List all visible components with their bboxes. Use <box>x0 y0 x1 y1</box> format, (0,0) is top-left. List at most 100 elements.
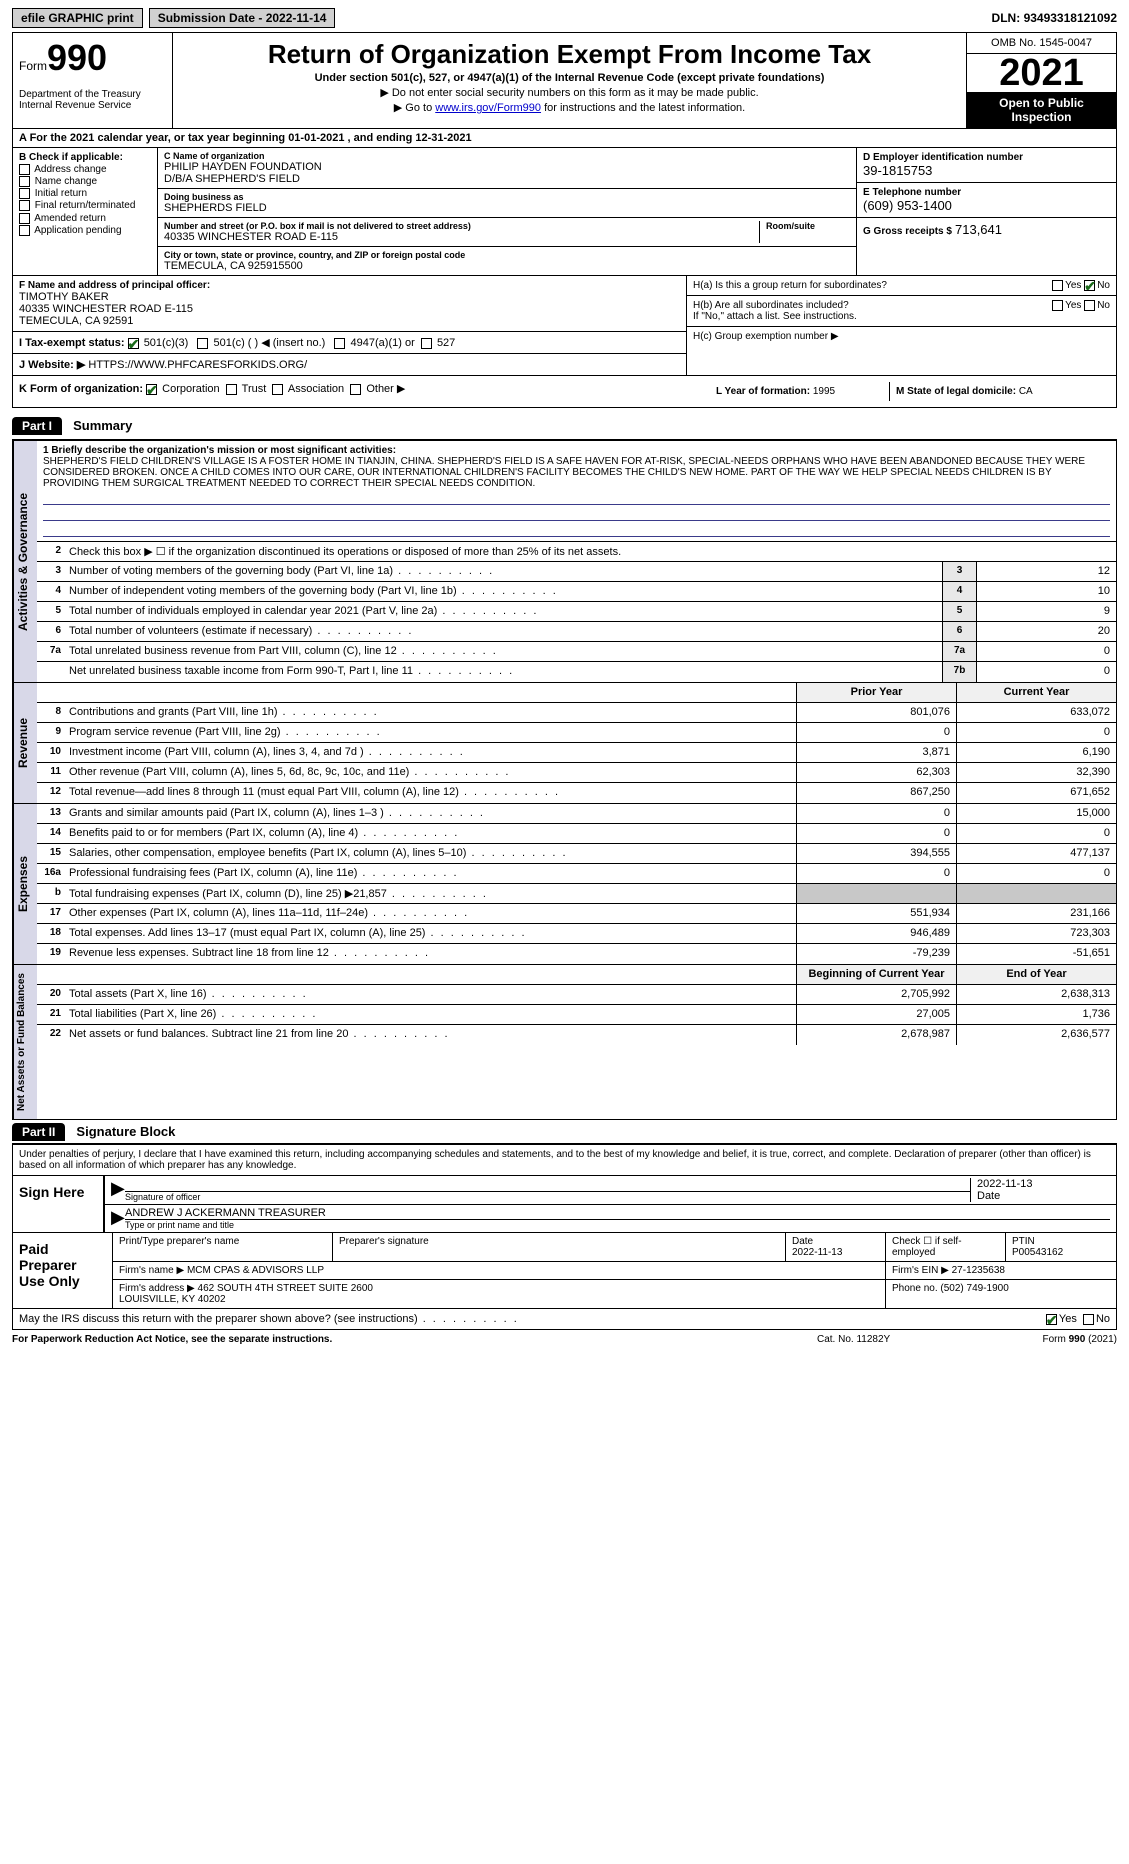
checkbox-discuss-yes[interactable] <box>1046 1314 1057 1325</box>
line-num: 22 <box>37 1025 65 1045</box>
checkbox-trust[interactable] <box>226 384 237 395</box>
line-num: 21 <box>37 1005 65 1024</box>
checkbox-association[interactable] <box>272 384 283 395</box>
officer-name: TIMOTHY BAKER <box>19 291 680 303</box>
table-row: 16a Professional fundraising fees (Part … <box>37 864 1116 884</box>
current-year-value: 0 <box>956 864 1116 883</box>
mission-block: 1 Briefly describe the organization's mi… <box>37 441 1116 542</box>
form-subtitle: Under section 501(c), 527, or 4947(a)(1)… <box>179 72 960 84</box>
current-year-value: 0 <box>956 723 1116 742</box>
checkbox-501c[interactable] <box>197 338 208 349</box>
line-desc: Total number of volunteers (estimate if … <box>65 622 942 641</box>
mission-label: 1 Briefly describe the organization's mi… <box>43 445 1110 456</box>
sig-name: ANDREW J ACKERMANN TREASURER <box>125 1207 1110 1220</box>
prior-year-value: 0 <box>796 824 956 843</box>
city-label: City or town, state or province, country… <box>164 250 850 260</box>
prep-name-label: Print/Type preparer's name <box>113 1233 333 1261</box>
checkbox-discuss-no[interactable] <box>1083 1314 1094 1325</box>
line-desc: Total liabilities (Part X, line 26) <box>65 1005 796 1024</box>
checkbox-final-return[interactable] <box>19 200 30 211</box>
line-desc: Total assets (Part X, line 16) <box>65 985 796 1004</box>
part1-header: Part I <box>12 417 62 435</box>
current-year-value: 477,137 <box>956 844 1116 863</box>
line-num: b <box>37 884 65 903</box>
goto-post: for instructions and the latest informat… <box>541 102 745 114</box>
street-value: 40335 WINCHESTER ROAD E-115 <box>164 231 753 243</box>
line2-discontinued: Check this box ▶ ☐ if the organization d… <box>65 542 1116 561</box>
line-num: 17 <box>37 904 65 923</box>
checkbox-application-pending[interactable] <box>19 225 30 236</box>
label-initial-return: Initial return <box>35 188 87 199</box>
checkbox-corporation[interactable] <box>146 384 157 395</box>
line-desc: Revenue less expenses. Subtract line 18 … <box>65 944 796 964</box>
section-k: K Form of organization: Corporation Trus… <box>19 382 710 401</box>
ein-value: 39-1815753 <box>863 163 1110 178</box>
current-year-value: 231,166 <box>956 904 1116 923</box>
current-year-value: 633,072 <box>956 703 1116 722</box>
firm-name: MCM CPAS & ADVISORS LLP <box>187 1265 324 1276</box>
prior-year-value: 946,489 <box>796 924 956 943</box>
city-value: TEMECULA, CA 925915500 <box>164 260 850 272</box>
checkbox-initial-return[interactable] <box>19 188 30 199</box>
submission-date-button[interactable]: Submission Date - 2022-11-14 <box>149 8 336 28</box>
line-num: 10 <box>37 743 65 762</box>
checkbox-ha-no[interactable] <box>1084 280 1095 291</box>
discuss-preparer: May the IRS discuss this return with the… <box>19 1313 519 1325</box>
line-value: 9 <box>976 602 1116 621</box>
table-row: 15 Salaries, other compensation, employe… <box>37 844 1116 864</box>
footer-form-post: (2021) <box>1085 1334 1117 1345</box>
checkbox-other[interactable] <box>350 384 361 395</box>
form-990-page: efile GRAPHIC print Submission Date - 20… <box>0 0 1129 1357</box>
current-year-value: 723,303 <box>956 924 1116 943</box>
table-row: 5 Total number of individuals employed i… <box>37 602 1116 622</box>
table-row: 18 Total expenses. Add lines 13–17 (must… <box>37 924 1116 944</box>
current-year-value: 2,636,577 <box>956 1025 1116 1045</box>
current-year-value: 6,190 <box>956 743 1116 762</box>
checkbox-hb-yes[interactable] <box>1052 300 1063 311</box>
table-row: 13 Grants and similar amounts paid (Part… <box>37 804 1116 824</box>
prior-year-value: 27,005 <box>796 1005 956 1024</box>
table-row: 20 Total assets (Part X, line 16) 2,705,… <box>37 985 1116 1005</box>
side-netassets: Net Assets or Fund Balances <box>13 965 37 1119</box>
line-desc: Contributions and grants (Part VIII, lin… <box>65 703 796 722</box>
line-desc: Other revenue (Part VIII, column (A), li… <box>65 763 796 782</box>
section-b-title: B Check if applicable: <box>19 152 151 163</box>
checkbox-amended-return[interactable] <box>19 213 30 224</box>
tax-exempt-label: I Tax-exempt status: <box>19 337 125 349</box>
state-domicile-label: M State of legal domicile: <box>896 386 1016 397</box>
table-row: 10 Investment income (Part VIII, column … <box>37 743 1116 763</box>
firm-phone-label: Phone no. <box>892 1283 938 1294</box>
dept-treasury: Department of the Treasury Internal Reve… <box>19 89 166 111</box>
checkbox-name-change[interactable] <box>19 176 30 187</box>
checkbox-4947[interactable] <box>334 338 345 349</box>
gross-label: G Gross receipts $ <box>863 226 952 237</box>
year-formation-label: L Year of formation: <box>716 386 810 397</box>
efile-print-button[interactable]: efile GRAPHIC print <box>12 8 143 28</box>
line-desc: Grants and similar amounts paid (Part IX… <box>65 804 796 823</box>
checkbox-hb-no[interactable] <box>1084 300 1095 311</box>
line-desc: Salaries, other compensation, employee b… <box>65 844 796 863</box>
ssn-notice: ▶ Do not enter social security numbers o… <box>179 86 960 99</box>
form-number: 990 <box>47 37 107 78</box>
checkbox-ha-yes[interactable] <box>1052 280 1063 291</box>
line-desc: Professional fundraising fees (Part IX, … <box>65 864 796 883</box>
checkbox-address-change[interactable] <box>19 164 30 175</box>
line-desc: Investment income (Part VIII, column (A)… <box>65 743 796 762</box>
current-year-value <box>956 884 1116 903</box>
room-label: Room/suite <box>766 221 850 231</box>
line-value: 10 <box>976 582 1116 601</box>
sig-arrow-icon-2: ▶ <box>111 1207 125 1230</box>
form-org-label: K Form of organization: <box>19 383 143 395</box>
checkbox-501c3[interactable] <box>128 338 139 349</box>
section-hb: H(b) Are all subordinates included? Yes … <box>687 296 1116 327</box>
checkbox-527[interactable] <box>421 338 432 349</box>
section-j: J Website: ▶ HTTPS://WWW.PHFCARESFORKIDS… <box>13 354 686 375</box>
footer-form: Form 990 (2021) <box>957 1334 1117 1345</box>
table-row: 4 Number of independent voting members o… <box>37 582 1116 602</box>
label-4947: 4947(a)(1) or <box>351 337 415 349</box>
prior-year-value: 2,678,987 <box>796 1025 956 1045</box>
current-year-value: 671,652 <box>956 783 1116 803</box>
table-row: 11 Other revenue (Part VIII, column (A),… <box>37 763 1116 783</box>
irs-link[interactable]: www.irs.gov/Form990 <box>435 102 541 114</box>
label-name-change: Name change <box>35 176 97 187</box>
